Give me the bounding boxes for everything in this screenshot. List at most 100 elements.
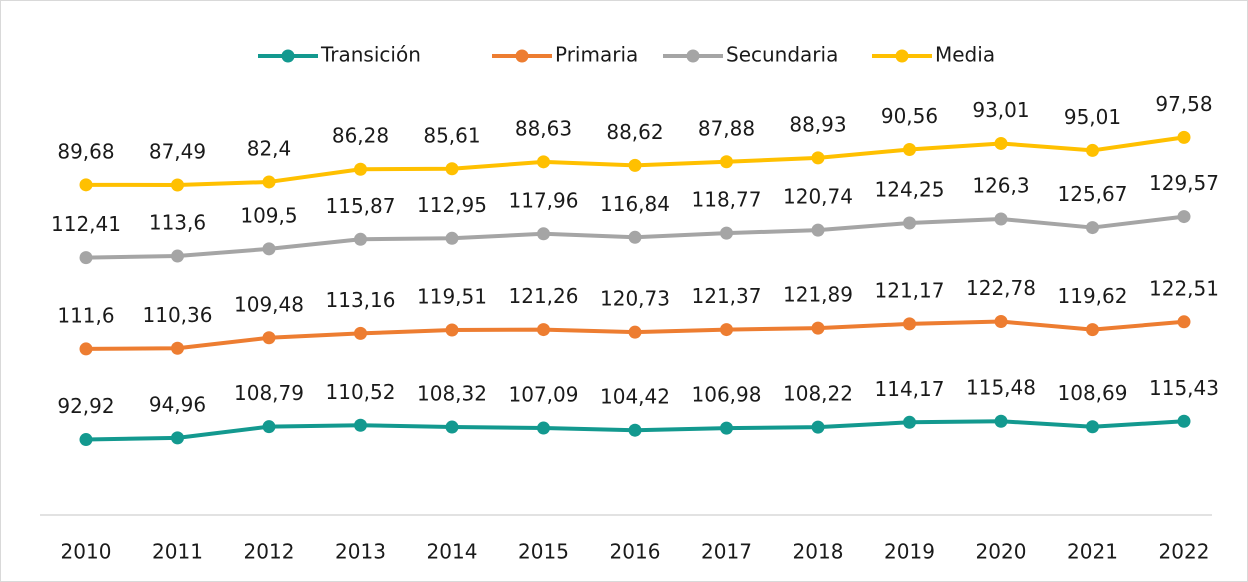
x-tick-label: 2020 [976, 540, 1027, 564]
data-label: 112,41 [51, 212, 121, 236]
data-label: 121,26 [509, 284, 579, 308]
x-tick-label: 2011 [152, 540, 203, 564]
data-label: 109,48 [234, 292, 304, 316]
series-marker [903, 142, 916, 156]
legend-marker [515, 49, 529, 63]
series-marker [171, 249, 184, 263]
x-tick-label: 2013 [335, 540, 386, 564]
data-label: 114,17 [875, 377, 945, 401]
series-marker [354, 162, 367, 176]
x-tick-label: 2015 [518, 540, 569, 564]
data-label: 97,58 [1155, 92, 1212, 116]
data-label: 82,4 [247, 136, 292, 160]
series-marker [994, 414, 1008, 428]
legend-label: Primaria [555, 43, 638, 67]
data-label: 115,43 [1149, 376, 1219, 400]
data-label: 94,96 [149, 392, 206, 416]
data-label: 86,28 [332, 124, 389, 148]
series-marker [628, 158, 642, 172]
series-marker [79, 251, 93, 265]
x-tick-label: 2017 [701, 540, 752, 564]
series-marker [262, 420, 276, 434]
data-label: 120,74 [783, 185, 853, 209]
data-label: 107,09 [509, 383, 579, 407]
series-marker [1177, 315, 1191, 329]
data-label: 113,16 [326, 288, 396, 312]
series-marker [171, 431, 184, 445]
data-label: 115,48 [966, 376, 1036, 400]
series-marker [79, 342, 93, 356]
series-marker [79, 178, 93, 192]
series-marker [537, 421, 550, 435]
data-label: 106,98 [692, 383, 762, 407]
data-label: 122,78 [966, 276, 1036, 300]
x-tick-label: 2010 [61, 540, 112, 564]
data-label: 115,87 [326, 194, 396, 218]
series-marker [720, 226, 733, 240]
data-label: 121,89 [783, 283, 853, 307]
series-marker [171, 178, 184, 192]
data-label: 89,68 [57, 139, 114, 163]
series-marker [811, 151, 825, 165]
series-marker [537, 227, 550, 241]
series-marker [994, 315, 1008, 329]
x-tick-label: 2019 [884, 540, 935, 564]
series-marker [1177, 130, 1191, 144]
data-label: 117,96 [509, 188, 579, 212]
series-marker [445, 231, 459, 245]
series-marker [903, 216, 916, 230]
legend-marker [686, 49, 700, 63]
data-label: 85,61 [423, 123, 480, 147]
series-marker [1086, 420, 1099, 434]
data-label: 104,42 [600, 385, 670, 409]
series-marker [354, 326, 367, 340]
series-marker [720, 155, 733, 169]
data-label: 110,52 [326, 380, 396, 404]
data-label: 111,6 [57, 303, 114, 327]
series-marker [1177, 210, 1191, 224]
data-label: 113,6 [149, 211, 206, 235]
x-tick-label: 2012 [244, 540, 295, 564]
data-label: 119,62 [1058, 284, 1128, 308]
data-label: 121,17 [875, 278, 945, 302]
data-label: 126,3 [972, 173, 1029, 197]
data-label: 112,95 [417, 193, 487, 217]
data-label: 118,77 [692, 188, 762, 212]
legend-marker [281, 49, 295, 63]
data-label: 108,22 [783, 382, 853, 406]
series-marker [537, 323, 550, 337]
legend-label: Media [935, 43, 995, 67]
data-label: 109,5 [240, 203, 297, 227]
series-marker [1086, 323, 1099, 337]
series-marker [903, 415, 916, 429]
data-label: 108,79 [234, 381, 304, 405]
data-label: 87,49 [149, 139, 206, 163]
series-marker [1086, 221, 1099, 235]
series-marker [262, 331, 276, 345]
series-marker [537, 155, 550, 169]
data-label: 88,62 [606, 120, 663, 144]
series-marker [1177, 414, 1191, 428]
series-marker [171, 341, 184, 355]
legend-label: Transición [320, 43, 421, 67]
data-label: 119,51 [417, 285, 487, 309]
series-marker [628, 325, 642, 339]
series-marker [903, 317, 916, 331]
series-marker [445, 420, 459, 434]
series-marker [994, 136, 1008, 150]
series-marker [811, 223, 825, 237]
series-marker [811, 420, 825, 434]
data-label: 120,73 [600, 287, 670, 311]
series-marker [628, 423, 642, 437]
data-label: 108,32 [417, 382, 487, 406]
data-label: 124,25 [875, 178, 945, 202]
data-label: 93,01 [972, 98, 1029, 122]
series-marker [1086, 143, 1099, 157]
data-label: 116,84 [600, 192, 670, 216]
data-label: 95,01 [1064, 105, 1121, 129]
data-label: 129,57 [1149, 171, 1219, 195]
series-marker [720, 421, 733, 435]
x-tick-label: 2014 [427, 540, 478, 564]
